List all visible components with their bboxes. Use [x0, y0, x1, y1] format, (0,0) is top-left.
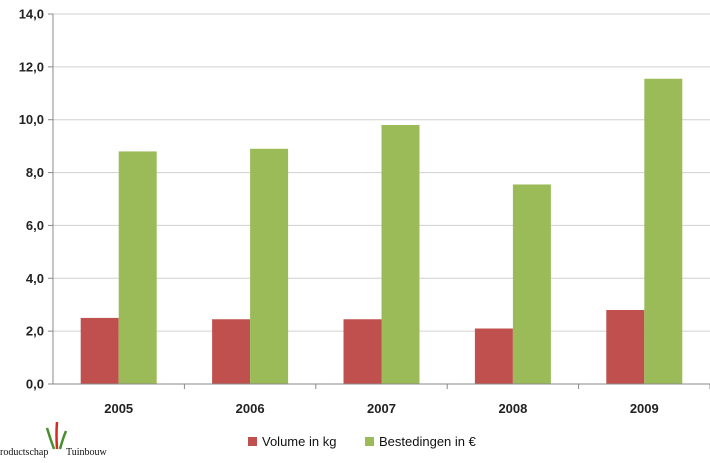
- bar-volume-in-kg-2007: [343, 319, 382, 384]
- bar-volume-in-kg-2006: [212, 319, 251, 384]
- y-tick-label: 0,0: [26, 377, 44, 392]
- legend-swatch: [365, 437, 374, 446]
- bar-volume-in-kg-2008: [474, 328, 513, 384]
- y-tick-label: 10,0: [19, 112, 44, 127]
- bar-bestedingen-in-2008: [512, 184, 551, 384]
- x-tick-label: 2006: [236, 401, 265, 416]
- bar-volume-in-kg-2009: [606, 310, 645, 384]
- productschap-tuinbouw-logo: roductschap Tuinbouw: [0, 421, 108, 458]
- y-tick-label: 14,0: [19, 7, 44, 22]
- x-tick-label: 2005: [104, 401, 133, 416]
- bar-bestedingen-in-2007: [381, 125, 420, 384]
- axes: 0,0 2,0 4,0 6,0 8,0 10,0 12,0 14,0 2005 2006 2007 2…: [19, 7, 710, 416]
- legend-swatch: [248, 437, 257, 446]
- logo-text-right: Tuinbouw: [66, 447, 108, 458]
- y-tick-label: 2,0: [26, 324, 44, 339]
- bars: [80, 78, 683, 384]
- legend: Volume in kg Bestedingen in €: [248, 434, 477, 449]
- legend-label: Bestedingen in €: [379, 434, 477, 449]
- x-tick-label: 2008: [498, 401, 527, 416]
- x-tick-label: 2007: [367, 401, 396, 416]
- y-tick-label: 6,0: [26, 218, 44, 233]
- bar-volume-in-kg-2005: [80, 317, 119, 384]
- y-tick-label: 4,0: [26, 271, 44, 286]
- bar-bestedingen-in-2005: [118, 151, 157, 384]
- leaf-icon: [45, 421, 68, 450]
- y-tick-label: 12,0: [19, 59, 44, 74]
- bar-bestedingen-in-2009: [644, 78, 683, 384]
- y-tick-label: 8,0: [26, 165, 44, 180]
- x-tick-label: 2009: [630, 401, 659, 416]
- bar-bestedingen-in-2006: [250, 148, 289, 384]
- logo-text-left: roductschap: [0, 447, 48, 458]
- legend-label: Volume in kg: [262, 434, 336, 449]
